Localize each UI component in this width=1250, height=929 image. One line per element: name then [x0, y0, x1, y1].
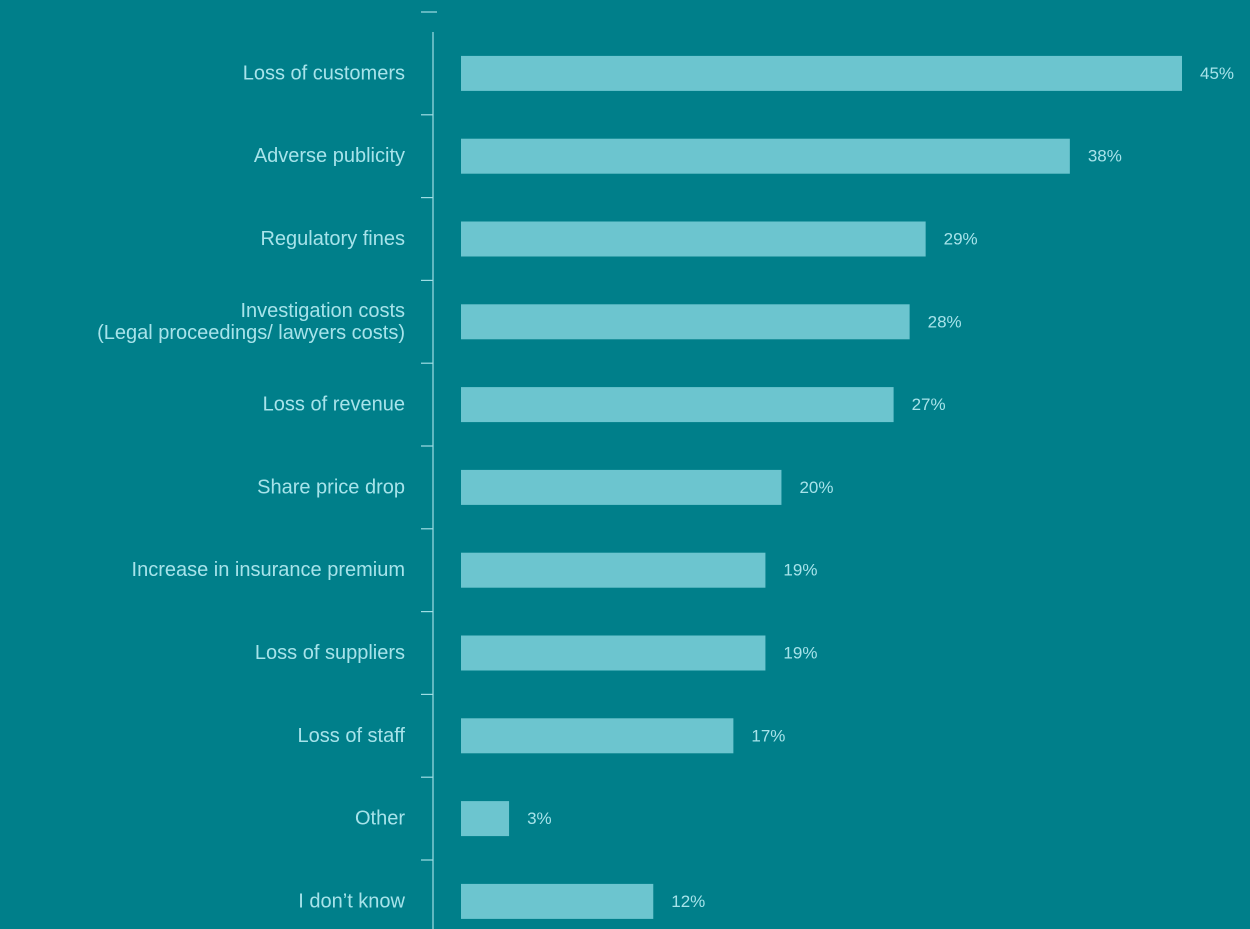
category-label: Loss of staff	[298, 725, 406, 747]
value-label: 17%	[751, 726, 785, 745]
category-label-line: Regulatory fines	[260, 228, 405, 250]
value-label: 3%	[527, 809, 552, 828]
bar	[461, 221, 926, 257]
category-label: Adverse publicity	[254, 145, 405, 167]
value-label: 19%	[783, 561, 817, 580]
category-labels: Loss of customers Adverse publicity Regula…	[97, 62, 405, 912]
bar	[461, 801, 510, 837]
category-label-line: Other	[355, 808, 405, 830]
category-label-line: Adverse publicity	[254, 145, 405, 167]
category-label: Other	[355, 808, 405, 830]
category-axis	[421, 11, 437, 929]
category-label: Share price drop	[257, 476, 405, 498]
bar	[461, 883, 654, 919]
value-label: 27%	[912, 395, 946, 414]
bars-group	[461, 55, 1182, 919]
value-label: 45%	[1200, 64, 1234, 83]
category-label: Loss of revenue	[263, 394, 405, 416]
bar	[461, 635, 766, 671]
bar	[461, 387, 894, 423]
category-label: Regulatory fines	[260, 228, 405, 250]
bar	[461, 469, 782, 505]
bar	[461, 55, 1182, 91]
value-label: 38%	[1088, 147, 1122, 166]
value-labels: 45% 38% 29% 28% 27% 20% 19% 19% 17% 3% 12%	[527, 64, 1234, 911]
bar	[461, 138, 1070, 174]
category-label-line: (Legal proceedings/ lawyers costs)	[97, 322, 405, 344]
value-label: 12%	[671, 892, 705, 911]
category-label-line: I don’t know	[298, 890, 405, 912]
category-label-line: Increase in insurance premium	[132, 559, 405, 581]
category-label-line: Loss of staff	[298, 725, 406, 747]
bar	[461, 552, 766, 588]
value-label: 28%	[928, 312, 962, 331]
category-label: Increase in insurance premium	[132, 559, 405, 581]
category-label-line: Investigation costs	[240, 300, 405, 322]
bar	[461, 718, 734, 754]
category-label: Investigation costs (Legal proceedings/ l…	[97, 300, 405, 344]
category-label-line: Loss of revenue	[263, 394, 405, 416]
category-label-line: Loss of suppliers	[255, 642, 405, 664]
category-label: Loss of suppliers	[255, 642, 405, 664]
category-label-line: Share price drop	[257, 476, 405, 498]
value-label: 29%	[944, 230, 978, 249]
value-label: 20%	[799, 478, 833, 497]
category-label: Loss of customers	[243, 62, 405, 84]
value-label: 19%	[783, 644, 817, 663]
bar	[461, 304, 910, 340]
category-label: I don’t know	[298, 890, 405, 912]
category-label-line: Loss of customers	[243, 62, 405, 84]
